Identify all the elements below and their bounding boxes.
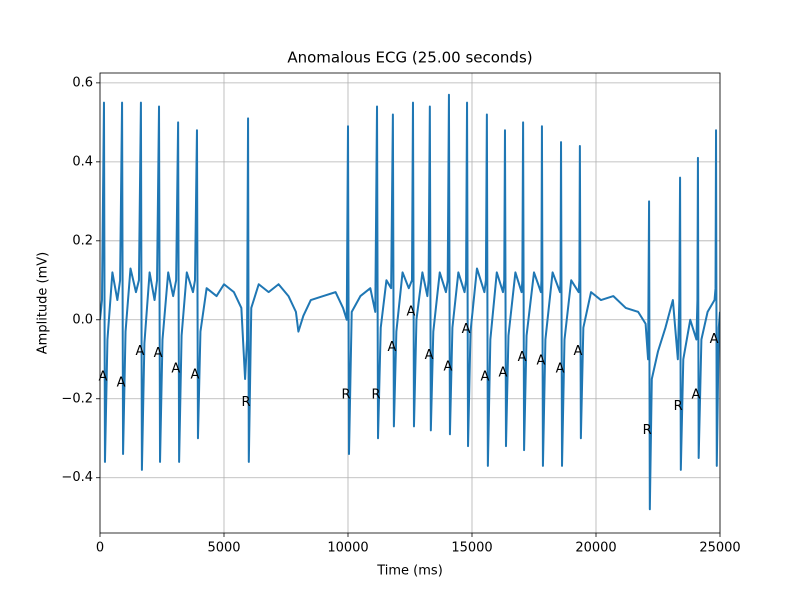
y-tick-label: −0.4 bbox=[61, 470, 93, 485]
y-axis-label: Amplitude (mV) bbox=[36, 252, 51, 354]
annotation: A bbox=[425, 348, 434, 363]
annotation: A bbox=[191, 368, 200, 383]
x-tick-label: 0 bbox=[96, 541, 104, 556]
annotation: A bbox=[499, 366, 508, 381]
annotation: A bbox=[536, 354, 545, 369]
y-tick-label: 0.0 bbox=[72, 312, 93, 327]
annotation: A bbox=[480, 370, 489, 385]
ecg-line bbox=[100, 93, 720, 511]
x-axis-label: Time (ms) bbox=[376, 564, 443, 579]
annotation: R bbox=[674, 399, 683, 414]
annotation: A bbox=[99, 370, 108, 385]
annotation: A bbox=[443, 360, 452, 375]
annotation: A bbox=[556, 362, 565, 377]
annotation: A bbox=[691, 387, 700, 402]
x-tick-label: 5000 bbox=[207, 541, 240, 556]
grid: 0 5000 10000 15000 20000 25000 −0.4 −0.2 0.0 0.2 0… bbox=[61, 73, 741, 556]
annotation: A bbox=[171, 362, 180, 377]
annotation: A bbox=[573, 344, 582, 359]
annotation: R bbox=[242, 395, 251, 410]
annotation: A bbox=[387, 340, 396, 355]
annotation: R bbox=[372, 387, 381, 402]
plot-area bbox=[100, 93, 720, 511]
y-tick-label: 0.2 bbox=[72, 233, 93, 248]
annotation: R bbox=[643, 423, 652, 438]
x-tick-label: 25000 bbox=[699, 541, 740, 556]
annotation: R bbox=[341, 387, 350, 402]
annotation: A bbox=[462, 322, 471, 337]
chart-title: Anomalous ECG (25.00 seconds) bbox=[287, 49, 532, 67]
annotation: A bbox=[135, 344, 144, 359]
annotation: A bbox=[710, 332, 719, 347]
x-tick-label: 20000 bbox=[575, 541, 616, 556]
x-tick-label: 15000 bbox=[451, 541, 492, 556]
y-tick-label: 0.4 bbox=[72, 154, 93, 169]
annotation: A bbox=[407, 304, 416, 319]
annotation: A bbox=[518, 350, 527, 365]
annotation: A bbox=[117, 375, 126, 390]
y-tick-label: 0.6 bbox=[72, 75, 93, 90]
x-tick-label: 10000 bbox=[327, 541, 368, 556]
axes-frame bbox=[99, 72, 721, 534]
y-tick-label: −0.2 bbox=[61, 391, 93, 406]
annotation: A bbox=[154, 346, 163, 361]
